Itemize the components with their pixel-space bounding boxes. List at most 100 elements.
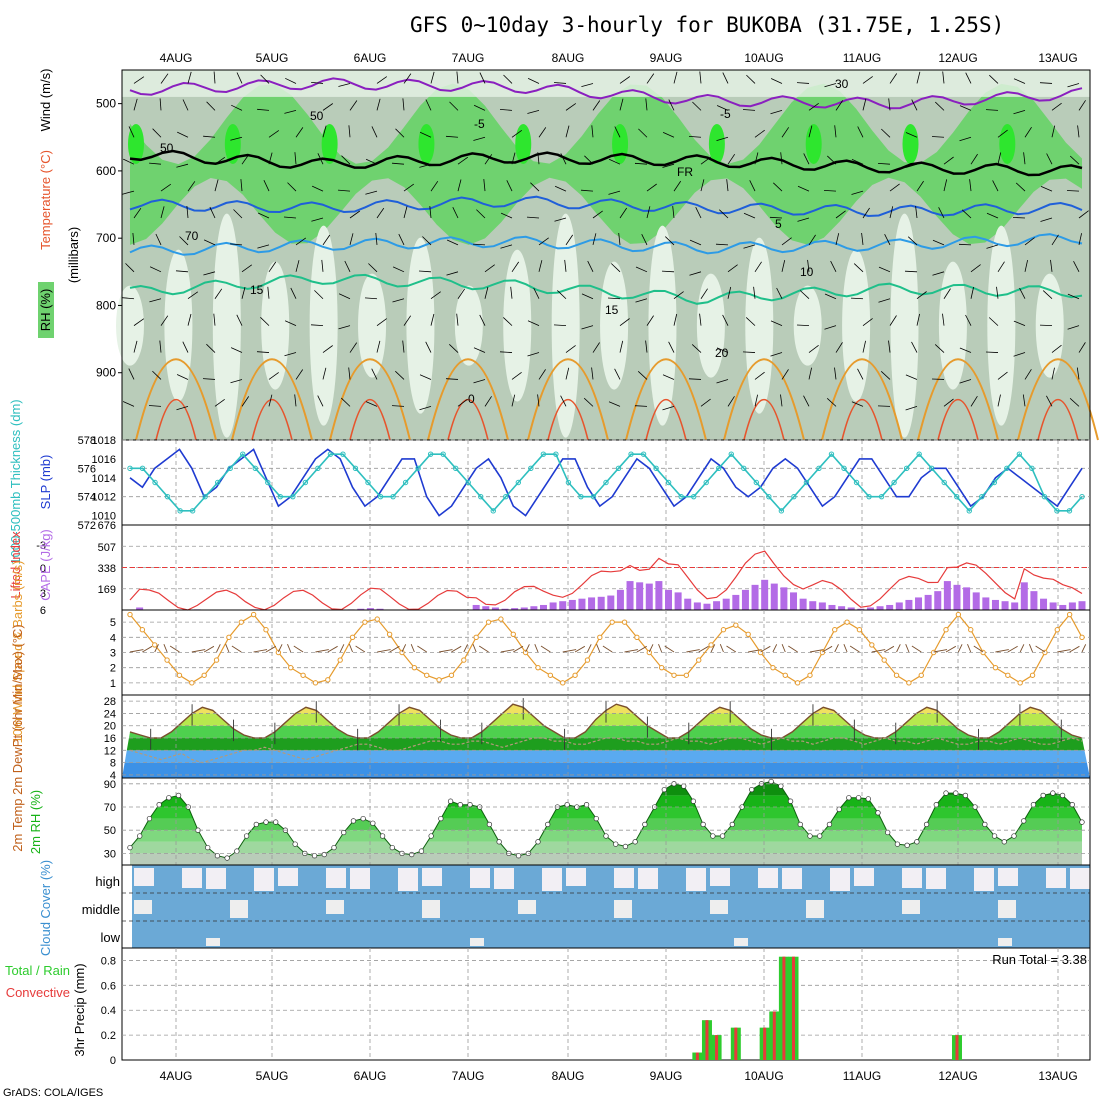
- wind-barb-10-22: [716, 347, 729, 353]
- wind-barb-7-7: [321, 259, 324, 272]
- surface-barb-8: [225, 644, 230, 653]
- thickness-point-58: [853, 479, 860, 486]
- rh-point-0: [127, 844, 133, 851]
- thickness-point-50: [753, 479, 760, 486]
- wind-point-71: [1005, 672, 1011, 678]
- wind-barb-6-7: [322, 234, 331, 246]
- thickness-point-69: [991, 479, 998, 486]
- thickness-point-23: [415, 465, 421, 472]
- wind-barb-1-34: [1051, 102, 1062, 111]
- wind-barb-5-32: [986, 212, 999, 219]
- wind-barb-5-27: [862, 207, 870, 219]
- rh-point-3: [156, 802, 162, 808]
- wind-barb-0-15: [527, 78, 540, 84]
- cape-bar-97: [1059, 604, 1067, 610]
- wind-barb-0-25: [796, 82, 810, 84]
- wind-barb-0-24: [770, 78, 783, 84]
- wind-barb-8-30: [943, 288, 951, 299]
- contour-label-2: FR: [677, 165, 693, 179]
- contour-label-6: 20: [715, 346, 729, 360]
- wind-point-37: [584, 657, 591, 663]
- wind-barb-5-30: [938, 207, 945, 219]
- cape-bar-94: [1030, 591, 1038, 610]
- rh-point-15: [273, 819, 279, 825]
- wind-barb-11-2: [176, 374, 189, 380]
- wind-barb-4-14: [506, 180, 513, 192]
- precip-conv-bar-61: [715, 1035, 719, 1060]
- wind-barb-6-22: [715, 243, 729, 246]
- wind-barb-7-27: [853, 263, 864, 273]
- contour-label-1: -5: [720, 107, 731, 121]
- wind-barb-3-8: [341, 155, 351, 165]
- cape-bar-51: [616, 589, 624, 610]
- wind-barb-3-24: [780, 152, 783, 165]
- isotherm-25-loop-6: [743, 398, 785, 441]
- thickness-point-45: [690, 493, 697, 500]
- cloud-background: [132, 865, 1090, 948]
- isotherm-20-loop-8: [917, 358, 999, 441]
- wind-barb-8-14: [510, 286, 513, 299]
- rh-point-29: [409, 851, 415, 858]
- chart-title: GFS 0~10day 3-hourly for BUKOBA (31.75E,…: [410, 13, 1004, 37]
- precip-tick-3: 0.6: [101, 980, 116, 992]
- wind-barb-4-6: [287, 182, 297, 192]
- day-label-top-2: 6AUG: [354, 51, 387, 65]
- isotherm-25-loop-0: [155, 398, 197, 441]
- wind-barb-7-10: [392, 266, 405, 273]
- wind-barb-6-10: [398, 233, 405, 246]
- wind-point-19: [362, 619, 368, 625]
- cape-bar-45: [559, 601, 567, 610]
- cloud-high-gap-32: [902, 868, 922, 888]
- cloud-high-gap-15: [494, 868, 514, 889]
- surface-barb-59: [849, 645, 860, 653]
- isotherm-20-loop-2: [329, 358, 411, 441]
- surface-barb-26: [451, 645, 462, 653]
- wind-barb-11-19: [637, 371, 648, 380]
- rh-point-95: [1050, 790, 1056, 796]
- rh-point-48: [593, 815, 599, 822]
- wind-barb-2-10: [395, 128, 405, 138]
- wind-barb-5-6: [283, 216, 297, 219]
- rh-point-69: [797, 821, 803, 828]
- rh-point-31: [428, 833, 434, 839]
- cloud-high-gap-5: [254, 868, 274, 891]
- surface-barb-51: [760, 645, 771, 653]
- wind-barb-3-9: [365, 158, 378, 165]
- surface-barb-19: [355, 645, 366, 653]
- temp-tick-2: 12: [104, 745, 116, 757]
- slp-tick-4: 1018: [92, 435, 116, 447]
- wind-barb-0-33: [1013, 78, 1026, 84]
- cloud-high-gap-18: [566, 868, 586, 886]
- wind-barb-8-2: [187, 291, 199, 300]
- isotherm-25-loop-7: [841, 398, 883, 441]
- wind-point-26: [448, 672, 455, 678]
- contour-label-4: 10: [800, 265, 814, 279]
- rh-point-89: [991, 833, 998, 839]
- wind-barb-4-18: [608, 190, 621, 195]
- thickness-point-71: [1016, 451, 1023, 457]
- cape-bar-68: [780, 587, 788, 610]
- wind-barb-8-26: [824, 293, 837, 300]
- wind-barb-6-33: [1024, 237, 1035, 246]
- cloud-mid-gap-16: [518, 900, 536, 914]
- rh-point-80: [904, 842, 910, 848]
- cape-bar-44: [549, 602, 557, 610]
- wind-barb-4-5: [263, 180, 270, 192]
- thickness-tick-1: 574: [78, 492, 96, 504]
- cape-bar-40: [511, 608, 519, 610]
- rh-point-40: [515, 853, 522, 859]
- cape-bar-99: [1078, 601, 1086, 610]
- wind-barb-11-21: [688, 378, 702, 380]
- wind-barb-11-35: [1076, 367, 1080, 380]
- wind-barb-2-11: [419, 131, 432, 138]
- li-ylabel: Lifted Index: [8, 531, 23, 599]
- wind-barb-4-32: [992, 180, 999, 192]
- wind-barb-2-5: [268, 130, 280, 138]
- day-label-top-9: 13AUG: [1038, 51, 1077, 65]
- rh-tick-0: 30: [104, 848, 116, 860]
- surface-barb-73: [1028, 644, 1033, 653]
- surface-barb-67: [957, 644, 963, 653]
- wind-barb-6-6: [295, 237, 307, 246]
- wind-barb-1-19: [645, 98, 648, 111]
- wind-barb-4-15: [530, 182, 540, 192]
